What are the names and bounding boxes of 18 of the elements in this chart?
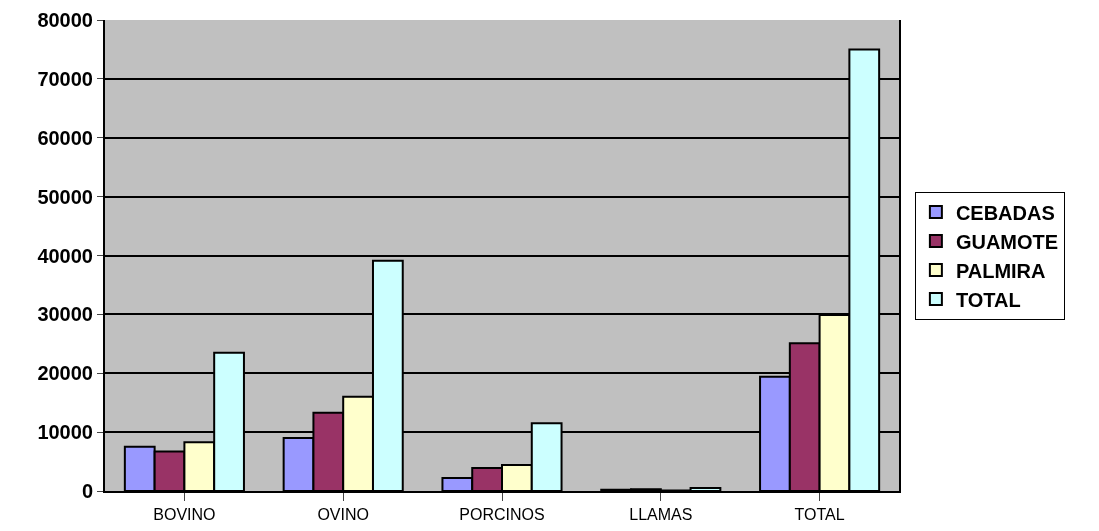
x-tick-label: TOTAL [794,506,845,524]
y-tick-label: 10000 [37,421,93,444]
x-tick-label: LLAMAS [629,506,693,524]
x-tick-label: BOVINO [153,506,216,524]
y-tick-label: 80000 [37,9,93,31]
y-tick-label: 0 [81,480,93,502]
y-tick-label: 40000 [37,244,93,267]
legend-label: TOTAL [955,288,1021,311]
legend-label: GUAMOTE [955,230,1059,253]
y-tick-label: 60000 [37,126,93,149]
legend-label: CEBADAS [955,201,1055,224]
y-tick-label: 70000 [37,67,93,90]
x-tick-label: PORCINOS [459,506,545,524]
y-tick-label: 50000 [37,185,93,208]
y-tick-label: 20000 [37,362,93,385]
legend-label: PALMIRA [955,259,1046,282]
x-tick-label: OVINO [317,506,369,524]
y-tick-label: 30000 [37,303,93,326]
